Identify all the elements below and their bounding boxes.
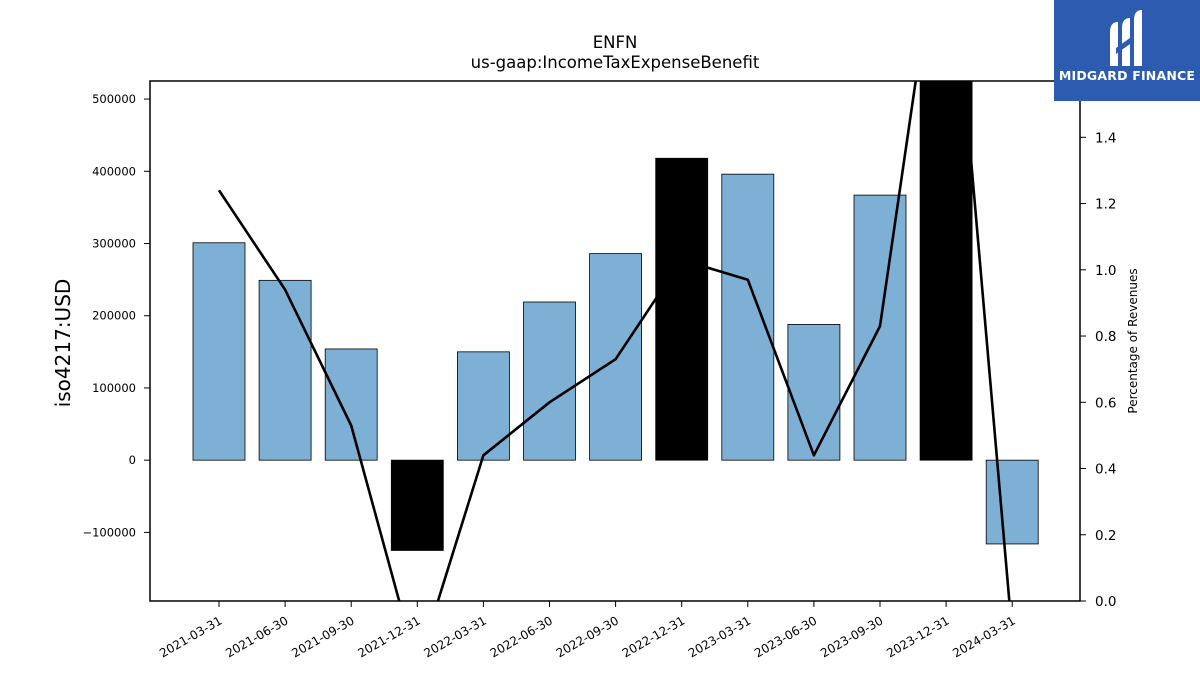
x-tick-label: 2023-03-31 <box>686 613 753 660</box>
y2-axis-label: Percentage of Revenues <box>1126 268 1140 413</box>
chart-title: ENFN <box>593 33 638 52</box>
bars-layer <box>192 81 1039 551</box>
logo-mark-icon <box>1110 10 1142 66</box>
ratio-line <box>217 81 1011 601</box>
y-tick-label: 500000 <box>92 92 136 106</box>
y2-tick-label: 0.6 <box>1095 395 1116 411</box>
x-tick-label: 2022-12-31 <box>620 613 687 660</box>
chart-subtitle: us-gaap:IncomeTaxExpenseBenefit <box>471 53 760 72</box>
y2-tick-label: 0.2 <box>1095 528 1116 544</box>
y-tick-label: 200000 <box>92 309 136 323</box>
x-tick-label: 2023-09-30 <box>818 613 885 660</box>
bar-2023-12-31 <box>919 81 973 461</box>
x-tick-label: 2023-12-31 <box>884 613 951 660</box>
bar-2021-06-30 <box>258 279 312 461</box>
y2-tick-label: 1.2 <box>1095 197 1116 213</box>
x-tick-label: 2021-09-30 <box>289 613 356 660</box>
y-tick-label: 400000 <box>92 164 136 178</box>
bar-2023-06-30 <box>787 323 841 461</box>
y-tick-label: 100000 <box>92 381 136 395</box>
y2-tick-label: 0.8 <box>1095 329 1116 345</box>
y-tick-label: 0 <box>129 453 136 467</box>
x-tick-label: 2022-06-30 <box>488 613 555 660</box>
x-tick-label: 2021-06-30 <box>223 613 290 660</box>
y-tick-label: −100000 <box>82 525 136 539</box>
bar-2022-12-31 <box>655 157 709 461</box>
y2-tick-label: 1.4 <box>1095 130 1116 146</box>
bar-2021-12-31 <box>390 459 444 551</box>
brand-name: MIDGARD FINANCE <box>1058 68 1196 83</box>
x-tick-label: 2022-09-30 <box>554 613 621 660</box>
x-tick-label: 2023-06-30 <box>752 613 819 660</box>
plot-frame <box>149 80 1081 602</box>
x-tick-label: 2021-12-31 <box>355 613 422 660</box>
bar-2021-03-31 <box>192 242 246 461</box>
y2-tick-label: 0.0 <box>1095 594 1116 610</box>
bar-2023-03-31 <box>721 173 775 461</box>
x-tick-label: 2021-03-31 <box>157 613 224 660</box>
line-layer <box>217 81 1011 601</box>
y-tick-label: 300000 <box>92 237 136 251</box>
y-axis-label: iso4217:USD <box>51 279 75 408</box>
brand-logo: MIDGARD FINANCE <box>1054 0 1200 101</box>
y2-tick-label: 1.0 <box>1095 263 1116 279</box>
bar-2024-03-31 <box>985 459 1039 545</box>
y2-tick-label: 0.4 <box>1095 462 1116 478</box>
x-tick-label: 2024-03-31 <box>950 613 1017 660</box>
bar-2021-09-30 <box>324 348 378 461</box>
bar-2022-03-31 <box>456 351 510 461</box>
bar-2022-06-30 <box>523 301 576 461</box>
x-tick-label: 2022-03-31 <box>421 613 488 660</box>
